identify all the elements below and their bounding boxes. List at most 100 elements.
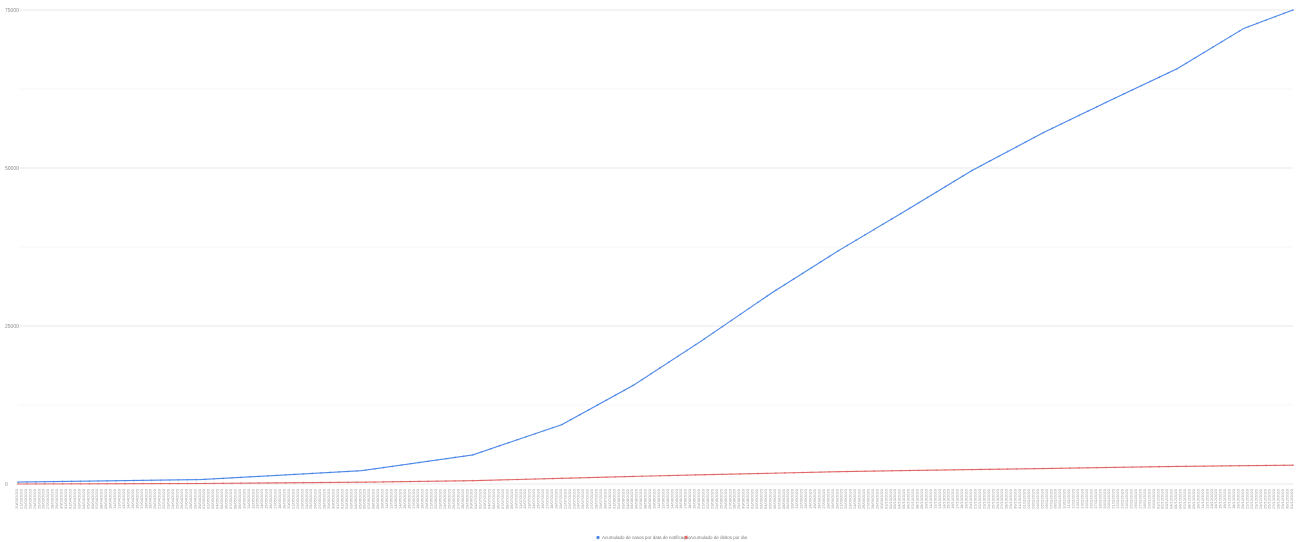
x-tick-label: 02/04/2020 — [72, 488, 77, 509]
x-axis-ticks: 20/03/2020 21/03/2020 22/03/2020 23/03/2020… — [14, 488, 1294, 509]
data-point — [186, 482, 189, 485]
data-point — [819, 261, 822, 263]
x-tick-label: 29/11/2020 — [1146, 488, 1151, 508]
data-point — [774, 472, 777, 475]
data-point — [623, 389, 626, 392]
data-point — [1220, 40, 1223, 43]
x-tick-label: 15/07/2020 — [536, 488, 541, 509]
x-tick-label: 07/06/2020 — [366, 488, 371, 509]
data-point — [953, 180, 956, 183]
x-tick-label: 03/06/2020 — [348, 488, 353, 509]
x-tick-label: 24/09/2020 — [852, 488, 857, 509]
data-point — [890, 469, 893, 472]
x-tick-label: 20/11/2020 — [1106, 488, 1111, 508]
x-tick-label: 19/06/2020 — [420, 488, 425, 509]
x-tick-label: 19/12/2020 — [1236, 488, 1241, 509]
x-tick-label: 05/06/2020 — [357, 488, 362, 509]
x-tick-label: 23/06/2020 — [438, 488, 443, 509]
data-point — [418, 480, 421, 483]
data-point — [1122, 466, 1125, 469]
x-tick-label: 23/12/2020 — [1253, 488, 1258, 509]
x-tick-label: 31/08/2020 — [745, 488, 750, 509]
series-line — [17, 9, 1294, 483]
data-point — [1051, 127, 1054, 130]
data-point — [748, 307, 751, 310]
data-point — [320, 472, 323, 474]
data-point — [1042, 467, 1045, 470]
x-tick-label: 30/04/2020 — [197, 488, 202, 509]
x-tick-label: 08/10/2020 — [915, 488, 920, 509]
data-point — [1033, 136, 1036, 139]
x-tick-label: 21/08/2020 — [701, 488, 706, 509]
x-tick-label: 07/04/2020 — [94, 488, 99, 509]
data-point — [980, 164, 982, 167]
data-point — [855, 470, 858, 473]
x-tick-label: 10/04/2020 — [108, 488, 113, 509]
x-tick-label: 14/07/2020 — [531, 488, 536, 509]
data-point — [846, 470, 849, 473]
data-point — [302, 473, 305, 475]
data-point — [801, 272, 804, 275]
data-point — [1024, 141, 1027, 143]
data-point — [543, 429, 545, 432]
x-tick-label: 17/11/2020 — [1093, 488, 1098, 508]
x-tick-label: 25/03/2020 — [36, 488, 41, 509]
x-tick-label: 05/11/2020 — [1039, 488, 1044, 508]
x-tick-label: 17/06/2020 — [411, 488, 416, 509]
data-point — [783, 283, 786, 286]
x-tick-label: 09/06/2020 — [375, 488, 380, 509]
x-tick-label: 09/12/2020 — [1191, 488, 1196, 509]
data-point — [650, 475, 652, 477]
data-point — [329, 471, 331, 474]
x-tick-label: 04/05/2020 — [215, 488, 220, 509]
data-point — [873, 470, 875, 472]
x-tick-label: 27/05/2020 — [317, 488, 322, 509]
x-tick-label: 09/05/2020 — [237, 488, 242, 509]
x-tick-label: 16/04/2020 — [134, 488, 139, 509]
x-tick-label: 29/10/2020 — [1008, 488, 1013, 509]
data-point — [1211, 465, 1214, 467]
x-tick-label: 31/10/2020 — [1017, 488, 1022, 509]
x-tick-label: 03/10/2020 — [892, 488, 897, 509]
data-point — [498, 444, 501, 447]
data-point — [1006, 468, 1009, 470]
x-tick-label: 15/04/2020 — [130, 488, 135, 509]
x-tick-label: 17/05/2020 — [273, 488, 278, 509]
data-point — [1015, 145, 1018, 148]
data-point — [685, 349, 688, 352]
x-tick-label: 22/11/2020 — [1115, 488, 1120, 508]
x-tick-label: 17/12/2020 — [1227, 488, 1232, 509]
data-point — [578, 476, 581, 479]
x-tick-label: 10/12/2020 — [1195, 488, 1200, 509]
y-axis-ticks: 0 25000 50000 75000 — [5, 8, 19, 488]
data-point — [881, 470, 884, 472]
data-point — [1256, 22, 1259, 25]
data-point — [614, 394, 617, 397]
data-point — [516, 478, 519, 481]
x-tick-label: 23/03/2020 — [27, 488, 32, 509]
x-tick-label: 26/05/2020 — [313, 488, 318, 509]
x-tick-label: 16/07/2020 — [540, 488, 545, 509]
x-tick-label: 16/08/2020 — [678, 488, 683, 509]
data-point — [373, 481, 376, 483]
x-tick-label: 24/12/2020 — [1258, 488, 1263, 509]
data-point — [88, 482, 91, 485]
x-tick-label: 18/08/2020 — [687, 488, 692, 509]
data-point — [962, 468, 964, 471]
data-point — [873, 228, 875, 231]
x-tick-label: 10/06/2020 — [380, 488, 385, 509]
data-point — [1095, 105, 1098, 108]
data-point — [489, 447, 492, 450]
data-point — [507, 441, 510, 444]
x-tick-label: 24/08/2020 — [714, 488, 719, 509]
data-point — [1265, 19, 1268, 21]
x-tick-label: 01/12/2020 — [1155, 488, 1160, 509]
data-point — [971, 468, 973, 471]
x-tick-label: 05/08/2020 — [629, 488, 634, 509]
x-tick-label: 22/07/2020 — [567, 488, 572, 509]
data-point — [1265, 464, 1268, 467]
data-point — [1131, 466, 1134, 468]
legend-label: Acumulado de casos por data de notificaç… — [602, 535, 691, 540]
x-tick-label: 16/09/2020 — [816, 488, 821, 509]
